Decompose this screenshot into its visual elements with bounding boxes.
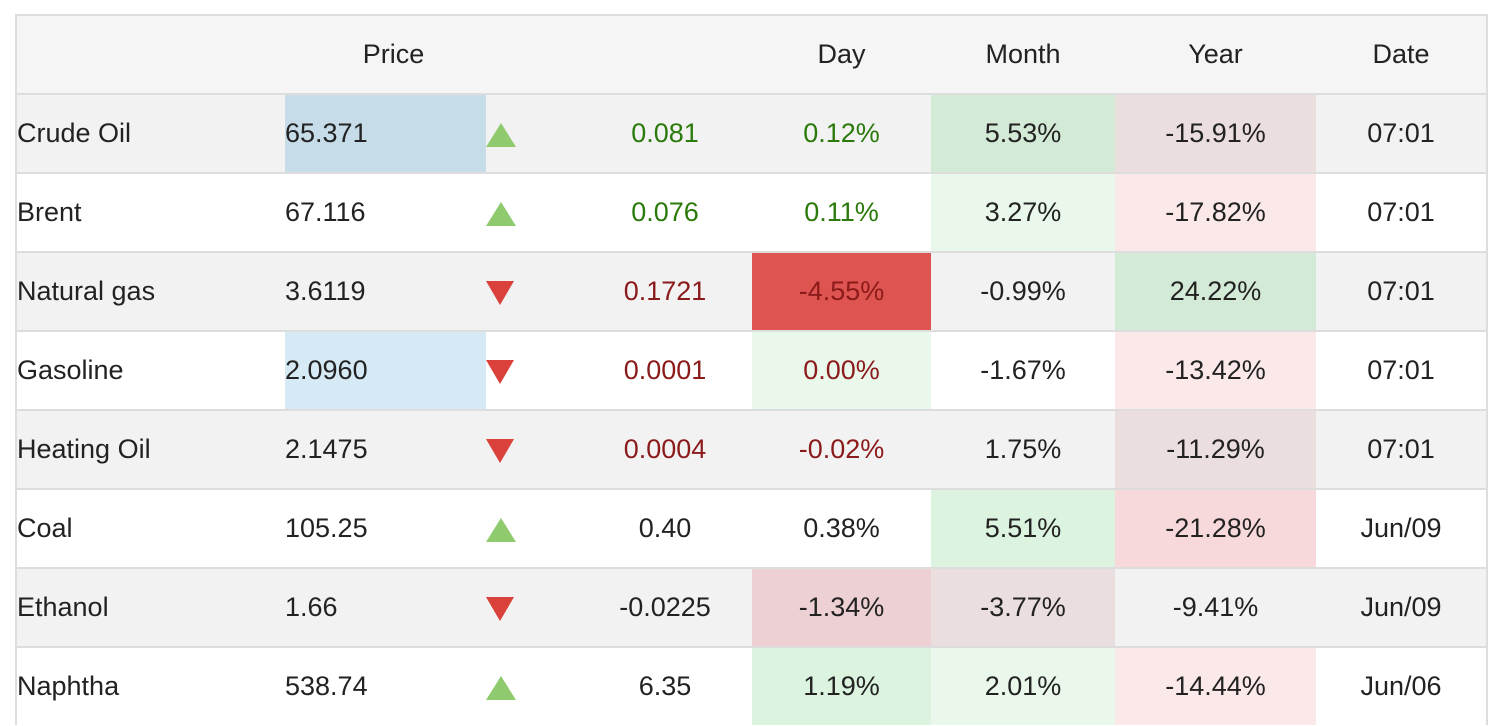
- date-cell: 07:01: [1316, 93, 1487, 173]
- date-cell: 07:01: [1316, 330, 1487, 410]
- month-change-cell: -3.77%: [931, 567, 1115, 647]
- change-cell: 0.076: [578, 172, 752, 252]
- arrow-cell: [486, 567, 578, 647]
- change-cell: 0.1721: [578, 251, 752, 331]
- change-cell: 0.081: [578, 93, 752, 173]
- day-change-cell: -4.55%: [752, 251, 931, 331]
- commodity-name-link[interactable]: Heating Oil: [16, 409, 285, 489]
- header-month[interactable]: Month: [931, 14, 1115, 94]
- day-change-cell: 0.38%: [752, 488, 931, 568]
- change-cell: -0.0225: [578, 567, 752, 647]
- arrow-cell: [486, 330, 578, 410]
- header-year[interactable]: Year: [1115, 14, 1316, 94]
- header-price[interactable]: Price: [285, 14, 486, 94]
- price-cell: 2.0960: [285, 330, 486, 410]
- commodity-name-link[interactable]: Coal: [16, 488, 285, 568]
- year-change-cell: -13.42%: [1115, 330, 1316, 410]
- commodity-name-link[interactable]: Ethanol: [16, 567, 285, 647]
- change-cell: 0.0004: [578, 409, 752, 489]
- arrow-down-icon: [486, 438, 514, 463]
- commodity-name-link[interactable]: Crude Oil: [16, 93, 285, 173]
- arrow-up-icon: [486, 201, 516, 226]
- year-change-cell: -15.91%: [1115, 93, 1316, 173]
- date-cell: Jun/09: [1316, 567, 1487, 647]
- day-change-cell: 1.19%: [752, 646, 931, 725]
- table-row[interactable]: Gasoline 2.0960 0.0001 0.00% -1.67% -13.42% 07…: [16, 330, 1487, 410]
- commodity-name-link[interactable]: Brent: [16, 172, 285, 252]
- day-change-cell: -1.34%: [752, 567, 931, 647]
- arrow-cell: [486, 488, 578, 568]
- price-cell: 65.371: [285, 93, 486, 173]
- day-change-cell: 0.12%: [752, 93, 931, 173]
- year-change-cell: -17.82%: [1115, 172, 1316, 252]
- table-row[interactable]: Heating Oil 2.1475 0.0004 -0.02% 1.75% -11.29…: [16, 409, 1487, 489]
- price-cell: 2.1475: [285, 409, 486, 489]
- arrow-up-icon: [486, 517, 516, 542]
- arrow-cell: [486, 409, 578, 489]
- month-change-cell: 5.51%: [931, 488, 1115, 568]
- price-cell: 538.74: [285, 646, 486, 725]
- month-change-cell: 3.27%: [931, 172, 1115, 252]
- year-change-cell: -21.28%: [1115, 488, 1316, 568]
- arrow-cell: [486, 93, 578, 173]
- table-row[interactable]: Naphtha 538.74 6.35 1.19% 2.01% -14.44% Jun/06: [16, 646, 1487, 725]
- month-change-cell: -1.67%: [931, 330, 1115, 410]
- change-cell: 0.40: [578, 488, 752, 568]
- month-change-cell: 5.53%: [931, 93, 1115, 173]
- header-arrow: [486, 14, 578, 94]
- year-change-cell: -9.41%: [1115, 567, 1316, 647]
- price-cell: 1.66: [285, 567, 486, 647]
- table-row[interactable]: Coal 105.25 0.40 0.38% 5.51% -21.28% Jun/09: [16, 488, 1487, 568]
- arrow-cell: [486, 646, 578, 725]
- price-cell: 3.6119: [285, 251, 486, 331]
- arrow-up-icon: [486, 675, 516, 700]
- arrow-cell: [486, 172, 578, 252]
- arrow-down-icon: [486, 280, 514, 305]
- header-day[interactable]: Day: [752, 14, 931, 94]
- header-date[interactable]: Date: [1316, 14, 1487, 94]
- change-cell: 6.35: [578, 646, 752, 725]
- date-cell: 07:01: [1316, 251, 1487, 331]
- date-cell: 07:01: [1316, 409, 1487, 489]
- year-change-cell: -11.29%: [1115, 409, 1316, 489]
- date-cell: Jun/09: [1316, 488, 1487, 568]
- table-row[interactable]: Crude Oil 65.371 0.081 0.12% 5.53% -15.91% 07:…: [16, 93, 1487, 173]
- energy-quotes-table: Price Day Month Year Date Crude Oil 65.37…: [15, 14, 1488, 725]
- table-row[interactable]: Natural gas 3.6119 0.1721 -4.55% -0.99% 24.22…: [16, 251, 1487, 331]
- commodity-name-link[interactable]: Gasoline: [16, 330, 285, 410]
- date-cell: 07:01: [1316, 172, 1487, 252]
- arrow-down-icon: [486, 359, 514, 384]
- arrow-down-icon: [486, 596, 514, 621]
- day-change-cell: 0.00%: [752, 330, 931, 410]
- month-change-cell: 1.75%: [931, 409, 1115, 489]
- day-change-cell: -0.02%: [752, 409, 931, 489]
- year-change-cell: 24.22%: [1115, 251, 1316, 331]
- table-row[interactable]: Brent 67.116 0.076 0.11% 3.27% -17.82% 07:01: [16, 172, 1487, 252]
- year-change-cell: -14.44%: [1115, 646, 1316, 725]
- change-cell: 0.0001: [578, 330, 752, 410]
- month-change-cell: -0.99%: [931, 251, 1115, 331]
- commodity-name-link[interactable]: Natural gas: [16, 251, 285, 331]
- header-row: Price Day Month Year Date: [16, 14, 1487, 94]
- price-cell: 105.25: [285, 488, 486, 568]
- arrow-up-icon: [486, 122, 516, 147]
- arrow-cell: [486, 251, 578, 331]
- header-change: [578, 14, 752, 94]
- month-change-cell: 2.01%: [931, 646, 1115, 725]
- day-change-cell: 0.11%: [752, 172, 931, 252]
- price-cell: 67.116: [285, 172, 486, 252]
- date-cell: Jun/06: [1316, 646, 1487, 725]
- table-row[interactable]: Ethanol 1.66 -0.0225 -1.34% -3.77% -9.41% Jun/…: [16, 567, 1487, 647]
- header-name: [16, 14, 285, 94]
- commodity-name-link[interactable]: Naphtha: [16, 646, 285, 725]
